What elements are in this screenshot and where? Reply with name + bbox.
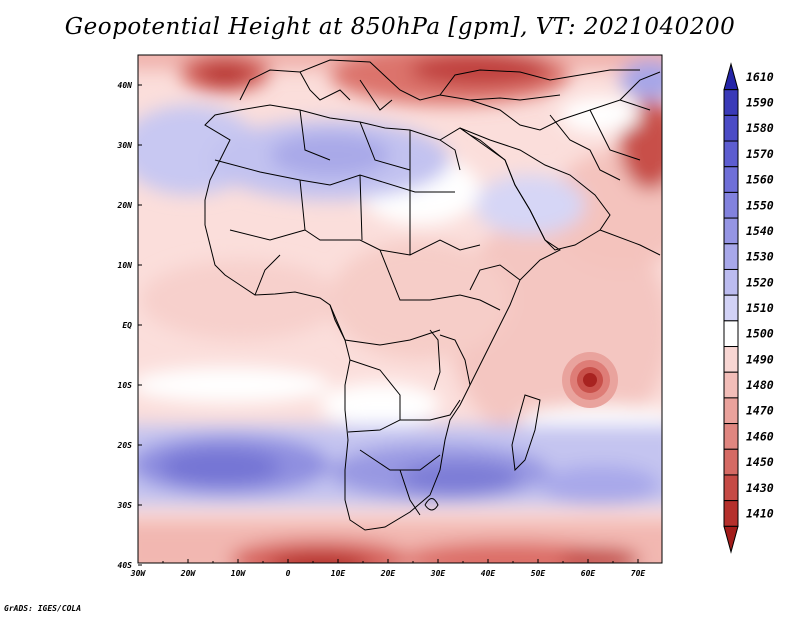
x-tick-label: 10W bbox=[231, 569, 247, 578]
colorbar-label: 1500 bbox=[746, 327, 774, 341]
x-tick-label: 40E bbox=[481, 569, 496, 578]
map-frame bbox=[137, 54, 663, 564]
x-tick-label: 20E bbox=[380, 569, 396, 578]
colorbar-segment bbox=[723, 217, 739, 245]
colorbar-label: 1610 bbox=[746, 70, 774, 84]
colorbar-label: 1540 bbox=[746, 224, 774, 238]
y-tick-label: 40N bbox=[118, 81, 133, 90]
x-axis: 30W 20W 10W 0 10E 20E 30E 40E 50E 60E 70E bbox=[130, 559, 646, 578]
colorbar-label: 1590 bbox=[746, 96, 774, 110]
height-field bbox=[138, 55, 662, 563]
y-tick-label: 20S bbox=[117, 441, 133, 450]
colorbar: 1610 1590 1580 1570 1560 1550 1540 1530 1520 1510… bbox=[723, 62, 774, 554]
y-tick-label: EQ bbox=[122, 321, 132, 330]
colorbar-label: 1430 bbox=[746, 481, 774, 495]
colorbar-segment bbox=[723, 166, 739, 193]
colorbar-segment bbox=[723, 89, 739, 116]
colorbar-top-triangle bbox=[723, 62, 739, 91]
x-tick-label: 30E bbox=[430, 569, 446, 578]
x-tick-label: 70E bbox=[631, 569, 646, 578]
colorbar-label: 1530 bbox=[746, 250, 774, 264]
colorbar-label: 1410 bbox=[746, 506, 774, 520]
coastlines bbox=[204, 59, 661, 531]
colorbar-segment bbox=[723, 448, 739, 476]
colorbar-segment bbox=[723, 243, 739, 270]
colorbar-segment bbox=[723, 346, 739, 373]
colorbar-segment bbox=[723, 268, 739, 296]
x-tick-label: 10E bbox=[331, 569, 346, 578]
colorbar-label: 1470 bbox=[746, 404, 774, 418]
colorbar-label: 1480 bbox=[746, 378, 774, 392]
colorbar-segment bbox=[723, 397, 739, 425]
chart-title: Geopotential Height at 850hPa [gpm], VT:… bbox=[64, 14, 736, 40]
y-tick-label: 10S bbox=[118, 381, 133, 390]
colorbar-segment bbox=[723, 320, 739, 348]
x-tick-label: 30W bbox=[130, 569, 147, 578]
colorbar-segment bbox=[723, 140, 739, 168]
y-tick-label: 40S bbox=[118, 561, 133, 570]
x-tick-label: 50E bbox=[531, 569, 546, 578]
y-axis: 40N 30N 20N 10N EQ 10S 20S 30S 40S bbox=[117, 81, 142, 570]
x-tick-label: 0 bbox=[286, 569, 291, 578]
colorbar-label: 1460 bbox=[746, 429, 774, 443]
colorbar-segment bbox=[723, 500, 739, 527]
colorbar-segment bbox=[723, 423, 739, 450]
colorbar-segment bbox=[723, 371, 739, 399]
colorbar-label: 1510 bbox=[746, 301, 774, 315]
colorbar-label: 1520 bbox=[746, 275, 774, 289]
x-tick-label: 20W bbox=[180, 569, 197, 578]
colorbar-segment bbox=[723, 294, 739, 322]
colorbar-segment bbox=[723, 191, 739, 219]
credit-footer: GrADS: IGES/COLA bbox=[4, 604, 82, 613]
colorbar-label: 1580 bbox=[746, 121, 774, 135]
colorbar-segment bbox=[723, 114, 739, 142]
colorbar-label: 1450 bbox=[746, 455, 774, 469]
y-tick-label: 30S bbox=[117, 501, 133, 510]
colorbar-segment bbox=[723, 474, 739, 502]
colorbar-label: 1550 bbox=[746, 198, 774, 212]
colorbar-label: 1570 bbox=[746, 147, 774, 161]
colorbar-bottom-triangle bbox=[723, 525, 739, 554]
y-tick-label: 10N bbox=[118, 261, 133, 270]
colorbar-label: 1490 bbox=[746, 352, 774, 366]
colorbar-label: 1560 bbox=[746, 173, 774, 187]
y-tick-label: 30N bbox=[117, 141, 133, 150]
x-tick-label: 60E bbox=[581, 569, 596, 578]
y-tick-label: 20N bbox=[117, 201, 133, 210]
